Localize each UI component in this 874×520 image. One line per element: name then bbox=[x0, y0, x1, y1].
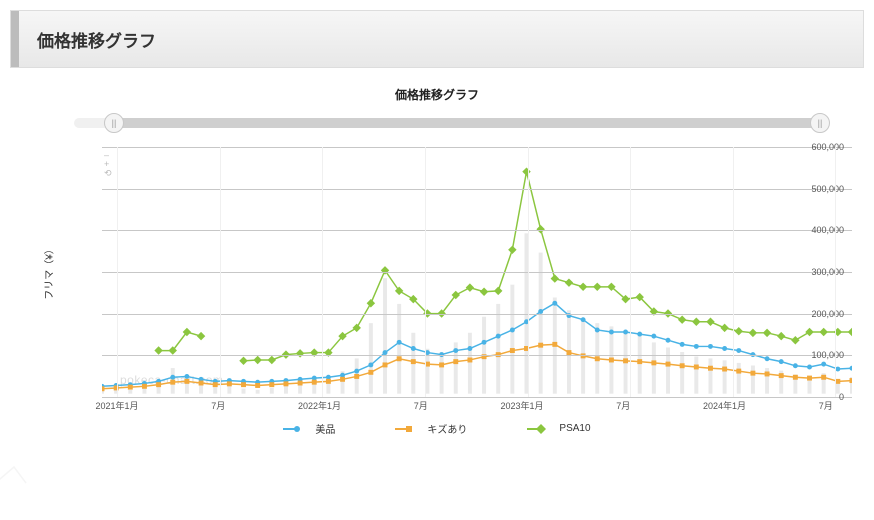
x-tick: 7月 bbox=[211, 399, 225, 412]
legend: 美品 キズあり PSA10 bbox=[14, 421, 860, 436]
x-tick: 2023年1月 bbox=[500, 399, 543, 412]
chart-svg bbox=[102, 147, 852, 394]
y-tick: 300,000 bbox=[811, 267, 844, 277]
legend-label: PSA10 bbox=[559, 423, 590, 434]
y-tick: 200,000 bbox=[811, 309, 844, 319]
y-tick: 100,000 bbox=[811, 350, 844, 360]
legend-item[interactable]: PSA10 bbox=[527, 421, 590, 436]
x-tick: 2022年1月 bbox=[298, 399, 341, 412]
x-tick: 2024年1月 bbox=[703, 399, 746, 412]
legend-item[interactable]: 美品 bbox=[283, 421, 335, 436]
title-bar: 価格推移グラフ bbox=[10, 10, 864, 68]
chart-container: 価格推移グラフ || || フリマ（¥） –+⟲ pokeca-chart.co… bbox=[10, 86, 864, 454]
x-tick: 7月 bbox=[819, 399, 833, 412]
plot-area: フリマ（¥） –+⟲ pokeca-chart.com 0100,000200,… bbox=[62, 147, 852, 397]
slider-handle-right[interactable]: || bbox=[810, 113, 830, 133]
date-range-slider[interactable]: || || bbox=[74, 113, 820, 133]
title-accent bbox=[11, 11, 19, 67]
x-tick: 2021年1月 bbox=[95, 399, 138, 412]
y-tick: 600,000 bbox=[811, 142, 844, 152]
page-title: 価格推移グラフ bbox=[37, 27, 156, 52]
legend-item[interactable]: キズあり bbox=[395, 421, 467, 436]
x-tick: 7月 bbox=[414, 399, 428, 412]
x-tick: 7月 bbox=[616, 399, 630, 412]
slider-track bbox=[104, 118, 820, 128]
x-axis-ticks: 2021年1月7月2022年1月7月2023年1月7月2024年1月7月 bbox=[102, 397, 852, 415]
legend-label: キズあり bbox=[427, 421, 467, 436]
legend-label: 美品 bbox=[315, 421, 335, 436]
y-tick: 400,000 bbox=[811, 225, 844, 235]
chart-title: 価格推移グラフ bbox=[14, 86, 860, 103]
y-tick: 500,000 bbox=[811, 184, 844, 194]
slider-handle-left[interactable]: || bbox=[104, 113, 124, 133]
logo-watermark-icon bbox=[0, 461, 30, 489]
y-axis-label: フリマ（¥） bbox=[40, 244, 55, 300]
